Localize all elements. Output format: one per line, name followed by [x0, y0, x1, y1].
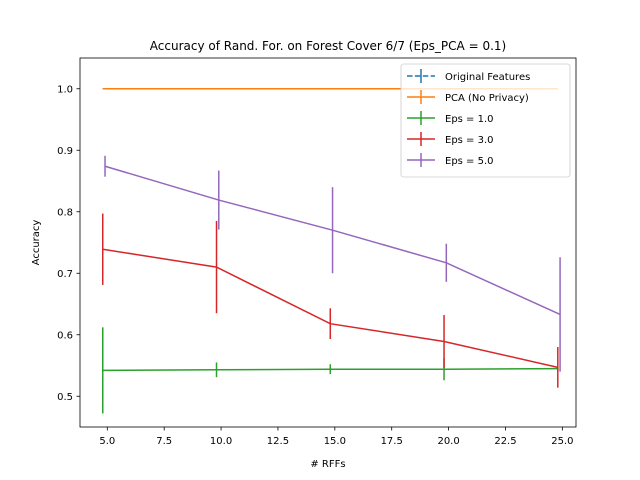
y-tick-label: 1.0: [57, 84, 73, 95]
y-tick-label: 0.7: [57, 269, 73, 280]
x-tick-label: 25.0: [551, 436, 573, 447]
plot-frame: [79, 57, 577, 428]
x-tick-label: 15.0: [324, 436, 346, 447]
x-tick-label: 7.5: [156, 436, 172, 447]
y-tick-label: 0.8: [57, 207, 73, 218]
x-axis-label: # RFFs: [310, 459, 345, 470]
legend-label: Eps = 3.0: [445, 135, 494, 146]
x-tick-label: 10.0: [210, 436, 232, 447]
y-tick-label: 0.5: [57, 392, 73, 403]
x-tick-label: 5.0: [99, 436, 115, 447]
x-tick-label: 22.5: [494, 436, 516, 447]
series-3: [102, 213, 559, 388]
x-axis: 5.0 7.5 10.0 12.5 15.0 17.5 20.0 22.5 25.0: [99, 427, 573, 447]
y-axis-label: Accuracy: [31, 220, 42, 266]
legend: Original Features PCA (No Privacy) Eps = 1…: [400, 63, 571, 178]
legend-label: PCA (No Privacy): [445, 93, 529, 104]
x-tick-label: 17.5: [381, 436, 403, 447]
x-tick-label: 20.0: [437, 436, 459, 447]
series-4: [104, 155, 561, 372]
y-axis: 0.5 0.6 0.7 0.8 0.9 1.0: [57, 84, 80, 403]
legend-box: [400, 63, 571, 178]
legend-label: Eps = 1.0: [445, 114, 494, 125]
chart-title: Accuracy of Rand. For. on Forest Cover 6…: [150, 39, 506, 53]
series-2: [102, 327, 559, 414]
y-tick-label: 0.6: [57, 330, 73, 341]
y-tick-label: 0.9: [57, 146, 73, 157]
legend-label: Eps = 5.0: [445, 156, 494, 167]
legend-label: Original Features: [445, 72, 530, 83]
x-tick-label: 12.5: [267, 436, 289, 447]
plot-area: [102, 88, 561, 414]
